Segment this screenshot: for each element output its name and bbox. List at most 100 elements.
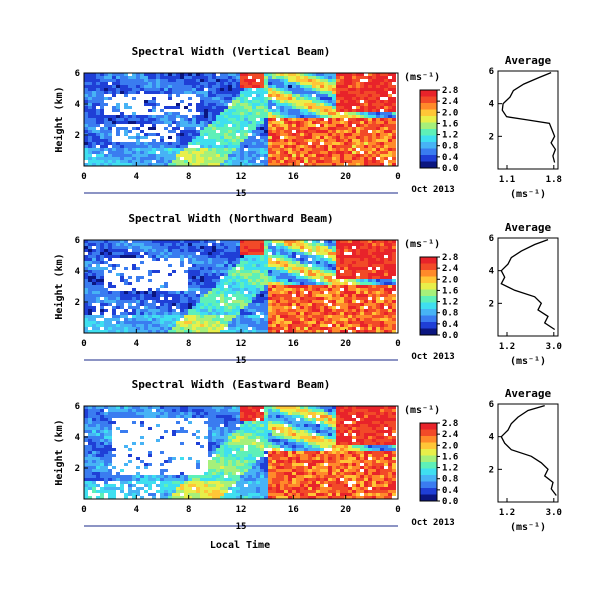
heatmap-cell: [248, 261, 252, 264]
heatmap-cell: [184, 297, 188, 300]
heatmap-cell: [164, 246, 168, 249]
heatmap-cell: [264, 136, 268, 139]
heatmap-cell: [200, 142, 204, 145]
heatmap-cell: [296, 97, 300, 100]
heatmap-cell: [108, 249, 112, 252]
heatmap-cell: [220, 285, 224, 288]
heatmap-cell: [152, 103, 156, 106]
heatmap-cell: [192, 409, 196, 412]
heatmap-cell: [252, 264, 256, 267]
heatmap-cell: [364, 109, 368, 112]
heatmap-cell: [212, 127, 216, 130]
heatmap-cell: [292, 276, 296, 279]
heatmap-cell: [240, 151, 244, 154]
heatmap-cell: [268, 130, 272, 133]
heatmap-cell: [388, 112, 392, 115]
heatmap-cell: [220, 273, 224, 276]
heatmap-cell: [340, 291, 344, 294]
heatmap-cell: [88, 285, 92, 288]
heatmap-cell: [164, 258, 168, 261]
heatmap-cell: [340, 106, 344, 109]
heatmap-cell: [316, 264, 320, 267]
heatmap-cell: [296, 163, 300, 166]
heatmap-cell: [180, 85, 184, 88]
heatmap-cell: [344, 130, 348, 133]
heatmap-cell: [300, 145, 304, 148]
heatmap-cell: [344, 261, 348, 264]
heatmap-cell: [336, 312, 340, 315]
heatmap-cell: [312, 330, 316, 333]
heatmap-cell: [228, 330, 232, 333]
heatmap-cell: [192, 496, 196, 499]
heatmap-cell: [88, 300, 92, 303]
heatmap-cell: [208, 240, 212, 243]
heatmap-cell: [312, 246, 316, 249]
heatmap-cell: [280, 76, 284, 79]
heatmap-cell: [164, 118, 168, 121]
heatmap-cell: [384, 91, 388, 94]
heatmap-cell: [380, 267, 384, 270]
heatmap-cell: [364, 88, 368, 91]
heatmap-cell: [348, 270, 352, 273]
heatmap-cell: [336, 243, 340, 246]
heatmap-cell: [340, 109, 344, 112]
heatmap-cell: [364, 255, 368, 258]
heatmap-cell: [116, 240, 120, 243]
heatmap-cell: [348, 264, 352, 267]
heatmap-cell: [108, 157, 112, 160]
heatmap-cell: [380, 243, 384, 246]
heatmap-cell: [200, 91, 204, 94]
heatmap-cell: [152, 79, 156, 82]
heatmap-cell: [312, 291, 316, 294]
heatmap-cell: [228, 291, 232, 294]
heatmap-cell: [192, 130, 196, 133]
heatmap-cell: [168, 76, 172, 79]
heatmap-cell: [172, 297, 176, 300]
heatmap-cell: [120, 246, 124, 249]
heatmap-cell: [376, 94, 380, 97]
heatmap-cell: [112, 300, 116, 303]
heatmap-cell: [196, 409, 200, 412]
heatmap-cell: [144, 490, 148, 493]
heatmap-cell: [208, 324, 212, 327]
heatmap-cell: [240, 115, 244, 118]
heatmap-cell: [344, 154, 348, 157]
heatmap-cell: [360, 276, 364, 279]
heatmap-cell: [144, 478, 148, 481]
heatmap-cell: [92, 291, 96, 294]
heatmap-cell: [372, 91, 376, 94]
heatmap-cell: [264, 273, 268, 276]
heatmap-cell: [100, 97, 104, 100]
heatmap-cell: [188, 249, 192, 252]
heatmap-cell: [264, 240, 268, 243]
heatmap-cell: [100, 151, 104, 154]
heatmap-cell: [204, 97, 208, 100]
heatmap-cell: [140, 151, 144, 154]
heatmap-cell: [296, 294, 300, 297]
heatmap-cell: [120, 297, 124, 300]
heatmap-cell: [176, 240, 180, 243]
heatmap-cell: [300, 249, 304, 252]
heatmap-cell: [160, 481, 164, 484]
heatmap-cell: [124, 121, 128, 124]
heatmap-cell: [236, 279, 240, 282]
heatmap-cell: [300, 73, 304, 76]
heatmap-cell: [340, 252, 344, 255]
heatmap-cell: [388, 318, 392, 321]
heatmap-cell: [208, 276, 212, 279]
heatmap-cell: [348, 303, 352, 306]
heatmap-cell: [84, 448, 88, 451]
heatmap-cell: [364, 243, 368, 246]
heatmap-cell: [224, 79, 228, 82]
heatmap-cell: [368, 276, 372, 279]
heatmap-cell: [336, 148, 340, 151]
heatmap-cell: [296, 258, 300, 261]
heatmap-cell: [112, 255, 116, 258]
heatmap-cell: [328, 106, 332, 109]
heatmap-cell: [336, 94, 340, 97]
heatmap-cell: [172, 240, 176, 243]
heatmap-cell: [156, 424, 160, 427]
heatmap-cell: [364, 252, 368, 255]
heatmap-cell: [252, 288, 256, 291]
heatmap-cell: [296, 76, 300, 79]
